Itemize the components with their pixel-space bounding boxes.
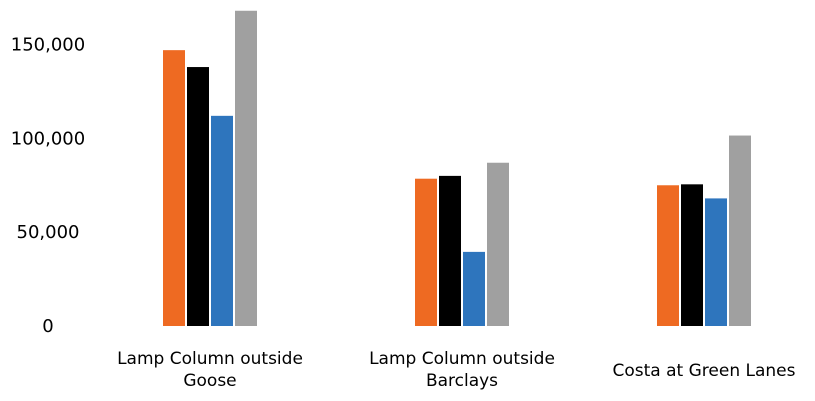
bar [705,198,727,326]
y-axis: 0 50,000 100,000 150,000 [11,35,85,337]
y-tick-label: 0 [42,316,53,337]
bar [657,185,679,326]
y-tick-label: 100,000 [11,128,85,149]
bar [487,162,509,326]
x-tick-label-line: Lamp Column outside [117,349,303,369]
bar [463,251,485,326]
x-tick-label-line: Lamp Column outside [369,349,555,369]
bar [681,184,703,326]
x-tick-label: Lamp Column outside Goose [117,349,303,391]
x-tick-label-line: Goose [183,371,236,391]
bar [235,10,257,327]
x-tick-label-line: Costa at Green Lanes [613,361,796,381]
x-tick-label: Costa at Green Lanes [613,361,796,381]
x-tick-label-line: Barclays [426,371,498,391]
bar [187,67,209,326]
bar [163,50,185,327]
bar [415,178,437,326]
bar [729,135,751,326]
bar-series-group [163,10,751,327]
y-tick-label: 150,000 [11,35,85,56]
bar [211,115,233,326]
bar [439,175,461,326]
y-tick-label: 50,000 [17,222,80,243]
x-tick-label: Lamp Column outside Barclays [369,349,555,391]
